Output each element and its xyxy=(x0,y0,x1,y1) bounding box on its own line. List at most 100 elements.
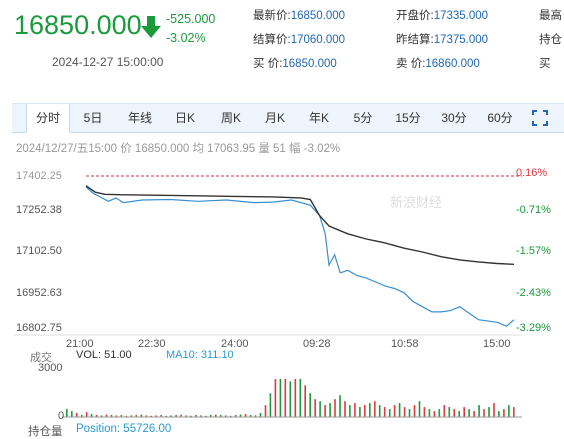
volume-bar xyxy=(130,415,133,417)
y-tick-4: 16802.75 xyxy=(16,322,62,334)
average-line xyxy=(85,185,515,265)
volume-bar xyxy=(210,415,212,417)
quote-latest: 最新价:16850.000 xyxy=(253,10,346,22)
plot-area xyxy=(85,185,515,327)
volume-bar xyxy=(185,415,187,417)
volume-bars xyxy=(66,379,515,418)
volume-ytick-top: 3000 xyxy=(38,362,63,374)
volume-bar xyxy=(249,415,252,417)
volume-bar xyxy=(349,405,351,417)
volume-ma10: MA10: 311.10 xyxy=(166,349,234,361)
info-line: 2024/12/27/五15:00 价 16850.000 均 17063.95… xyxy=(16,143,341,155)
change-percent: -3.02% xyxy=(166,31,206,45)
fullscreen-icon[interactable] xyxy=(532,110,548,126)
volume-bar xyxy=(354,403,356,417)
volume-bar xyxy=(229,415,232,417)
volume-bar xyxy=(289,381,292,417)
tab-weekly-k[interactable]: 周K xyxy=(220,111,241,125)
tab-monthly-k[interactable]: 月K xyxy=(264,111,285,125)
volume-bar xyxy=(398,403,401,417)
volume-bar xyxy=(304,385,306,417)
volume-value: VOL: 51.00 xyxy=(76,349,132,361)
volume-bar xyxy=(503,409,505,417)
volume-bar xyxy=(413,405,416,417)
volume-bar xyxy=(378,405,381,417)
volume-bar xyxy=(319,401,321,417)
volume-bar xyxy=(428,409,431,417)
volume-bar xyxy=(468,409,470,417)
tab-30min[interactable]: 30分 xyxy=(441,111,467,125)
tab-yearline[interactable]: 年线 xyxy=(127,111,152,125)
quote-datetime: 2024-12-27 15:00:00 xyxy=(52,55,164,69)
volume-bar xyxy=(309,393,311,417)
volume-bar xyxy=(170,415,172,417)
x-tick-2: 24:00 xyxy=(221,338,249,350)
tab-fenshi[interactable]: 分时 xyxy=(26,104,70,133)
period-tabs: 分时 5日 年线 日K 周K 月K 年K 5分 15分 30分 60分 xyxy=(12,103,564,133)
volume-bar xyxy=(314,399,316,417)
volume-bar xyxy=(85,412,88,418)
quote-high: 最高 xyxy=(539,10,562,22)
change-value: -525.000 xyxy=(166,12,216,26)
tab-15min[interactable]: 15分 xyxy=(395,111,421,125)
watermark: 新浪财经 xyxy=(390,195,442,210)
quote-bid: 买 价:16850.000 xyxy=(253,58,337,70)
pct-tick-3: -2.43% xyxy=(516,287,551,299)
volume-bar xyxy=(135,415,138,417)
volume-bar xyxy=(383,407,386,417)
volume-bar xyxy=(513,407,515,417)
volume-bar xyxy=(244,414,247,417)
volume-bar xyxy=(364,405,366,417)
tab-5day[interactable]: 5日 xyxy=(83,111,103,125)
volume-label: 成交 xyxy=(30,352,52,364)
volume-bar xyxy=(269,393,272,417)
position-value: Position: 55726.00 xyxy=(76,423,172,435)
y-tick-0: 17402.25 xyxy=(16,170,62,182)
volume-bar xyxy=(329,403,331,417)
volume-bar xyxy=(200,415,202,417)
volume-bar xyxy=(448,407,451,417)
volume-bar xyxy=(71,411,73,417)
volume-bar xyxy=(155,415,157,417)
volume-bar xyxy=(175,415,177,417)
volume-bar xyxy=(75,413,78,417)
volume-bar xyxy=(274,379,277,417)
volume-bar xyxy=(393,405,396,417)
volume-bar xyxy=(423,407,426,417)
volume-bar xyxy=(160,415,162,417)
tab-5min[interactable]: 5分 xyxy=(353,111,373,125)
volume-bar xyxy=(234,415,237,417)
tab-60min[interactable]: 60分 xyxy=(487,111,513,125)
volume-bar xyxy=(259,413,262,417)
volume-bar xyxy=(334,399,336,417)
volume-bar xyxy=(110,415,113,417)
volume-bar xyxy=(433,411,436,417)
volume-bar xyxy=(66,409,68,417)
volume-bar xyxy=(140,414,143,417)
y-tick-3: 16952.63 xyxy=(16,287,62,299)
volume-bar xyxy=(443,405,446,417)
pct-tick-0: 0.16% xyxy=(516,167,548,179)
volume-bar xyxy=(180,414,182,417)
volume-bar xyxy=(493,403,495,417)
volume-bar xyxy=(344,401,346,417)
volume-bar xyxy=(388,409,391,417)
volume-bar xyxy=(120,415,123,417)
pct-tick-1: -0.71% xyxy=(516,204,551,216)
volume-bar xyxy=(105,414,108,417)
volume-bar xyxy=(145,415,148,417)
x-tick-4: 10:58 xyxy=(391,338,419,350)
intraday-chart[interactable]: 新浪财经 xyxy=(0,155,564,439)
volume-bar xyxy=(190,415,192,417)
x-tick-1: 22:30 xyxy=(138,338,166,350)
volume-bar xyxy=(165,415,167,417)
volume-ytick-zero: 0 xyxy=(58,410,65,422)
quote-settle: 结算价:17060.000 xyxy=(253,34,346,46)
position-label: 持仓量 xyxy=(28,426,63,438)
tab-yearly-k[interactable]: 年K xyxy=(308,111,329,125)
tab-daily-k[interactable]: 日K xyxy=(174,111,195,125)
pct-tick-2: -1.57% xyxy=(516,245,551,257)
quote-position: 持仓 xyxy=(539,34,562,46)
volume-bar xyxy=(359,407,361,417)
quote-open: 开盘价:17335.000 xyxy=(396,10,489,22)
